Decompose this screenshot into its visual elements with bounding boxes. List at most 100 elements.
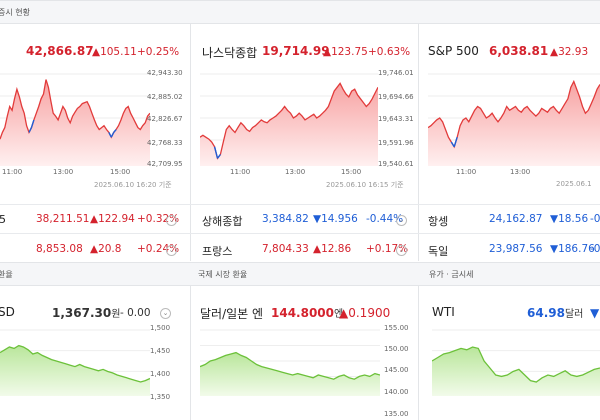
chart-line [200, 351, 380, 380]
index-chart[interactable] [0, 70, 150, 166]
commodity-name: WTI [432, 305, 455, 319]
index-row-value: 3,384.82 [262, 213, 309, 225]
fx-name: 달러/일본 엔 [200, 307, 264, 321]
fx-price: 1,367.30원 [52, 306, 121, 320]
fx-price: 144.8000엔 [271, 306, 344, 320]
index-price: 42,866.87 [26, 44, 94, 58]
y-tick: 1,450 [150, 347, 171, 355]
chart-line-down-segment [453, 136, 458, 148]
fx-change: - 0.00 [120, 307, 151, 319]
index-name: S&P 500 [428, 44, 479, 58]
intl-fx-section-title[interactable]: 국제 시장 환율 [198, 270, 248, 279]
y-tick: 150.00 [384, 345, 409, 353]
y-tick: 140.00 [384, 388, 409, 396]
commodity-chart[interactable] [432, 326, 600, 396]
index-row-value: 7,804.33 [262, 243, 309, 255]
index-chart[interactable] [200, 70, 378, 166]
chart-line [0, 344, 150, 383]
y-tick: 42,709.95 [147, 160, 183, 168]
y-tick: 42,885.02 [147, 93, 183, 101]
x-tick: 15:00 [341, 168, 362, 176]
chart-line-down-segment [30, 119, 35, 128]
index-row-change: ▼14.956 [313, 213, 358, 225]
divider [0, 204, 600, 205]
chart-line [432, 346, 600, 383]
index-row-change: ▼18.56 [550, 213, 589, 225]
fx-name: SD [0, 305, 15, 319]
chart-area [432, 347, 600, 396]
x-tick: 11:00 [230, 168, 251, 176]
index-row-name: 상해종합 [202, 215, 243, 228]
fx-section-header [0, 262, 600, 286]
commodity-change: ▼0 [590, 306, 600, 320]
timestamp-note: 2025.06.1 [556, 180, 592, 188]
y-tick: 19,746.01 [378, 69, 414, 77]
chart-line-down-segment [110, 132, 115, 138]
index-name: 나스닥종합 [202, 46, 258, 60]
expand-icon[interactable]: ⌄ [396, 245, 407, 256]
y-tick: 19,643.31 [378, 115, 414, 123]
divider [0, 233, 600, 234]
expand-icon[interactable]: ⌄ [396, 215, 407, 226]
y-tick: 19,694.66 [378, 93, 414, 101]
index-row-pct: -0 [590, 213, 600, 225]
divider [418, 23, 419, 261]
commodity-price: 64.98달러 [527, 306, 584, 320]
x-tick: 11:00 [2, 168, 23, 176]
y-tick: 19,591.96 [378, 139, 414, 147]
index-row-value: 23,987.56 [489, 243, 543, 255]
index-row-name: 독일 [428, 245, 449, 258]
index-row-pct: -0. [590, 243, 600, 255]
index-row-change: ▲122.94 [90, 213, 135, 225]
index-row-value: 38,211.51 [36, 213, 90, 225]
fx-chart[interactable] [0, 326, 150, 396]
index-row-pct: -0.44% [366, 213, 404, 225]
y-tick: 135.00 [384, 410, 409, 418]
y-tick: 19,540.61 [378, 160, 414, 168]
chart-area [200, 83, 378, 166]
index-price: 19,714.99 [262, 44, 330, 58]
y-tick: 1,350 [150, 393, 171, 401]
y-tick: 42,768.33 [147, 139, 183, 147]
chart-line-down-segment [28, 127, 33, 133]
chart-line-down-segment [216, 154, 221, 159]
index-row-name: 프랑스 [202, 245, 233, 258]
y-tick: 145.00 [384, 366, 409, 374]
y-tick: 155.00 [384, 324, 409, 332]
fx-change: ▲0.1900 [339, 306, 391, 320]
x-tick: 13:00 [53, 168, 74, 176]
x-tick: 15:00 [110, 168, 131, 176]
y-tick: 42,826.67 [147, 115, 183, 123]
timestamp-note: 2025.06.10 16:20 기준 [94, 181, 172, 189]
index-row-name: 25 [0, 213, 6, 226]
chart-area [428, 81, 600, 166]
stock-section-title: 증시 현황 [0, 8, 30, 17]
index-change: ▲32.93 [550, 46, 589, 58]
oil-section-title[interactable]: 유가 · 금시세 [429, 270, 474, 279]
y-tick: 1,400 [150, 370, 171, 378]
divider [190, 285, 191, 420]
y-tick: 1,500 [150, 324, 171, 332]
divider [418, 285, 419, 420]
timestamp-note: 2025.06.10 16:15 기준 [326, 181, 404, 189]
index-row-change: ▲20.8 [90, 243, 122, 255]
expand-icon[interactable]: ⌄ [166, 215, 177, 226]
index-row-change: ▼186.76 [550, 243, 595, 255]
chart-line [0, 79, 150, 140]
index-row-value: 8,853.08 [36, 243, 83, 255]
expand-icon[interactable]: ⌄ [160, 308, 171, 319]
divider [190, 23, 191, 261]
index-change: ▲105.11 [92, 46, 137, 58]
fx-chart[interactable] [200, 326, 380, 396]
expand-icon[interactable]: ⌄ [166, 245, 177, 256]
chart-area [0, 345, 150, 396]
y-tick: 42,943.30 [147, 69, 183, 77]
index-row-value: 24,162.87 [489, 213, 543, 225]
chart-area [0, 79, 150, 166]
x-tick: 13:00 [510, 168, 531, 176]
index-change: ▲123.75 [323, 46, 368, 58]
x-tick: 13:00 [285, 168, 306, 176]
index-chart[interactable] [428, 70, 600, 166]
index-price: 6,038.81 [489, 44, 549, 58]
fx-section-title: 환율 [0, 270, 13, 279]
